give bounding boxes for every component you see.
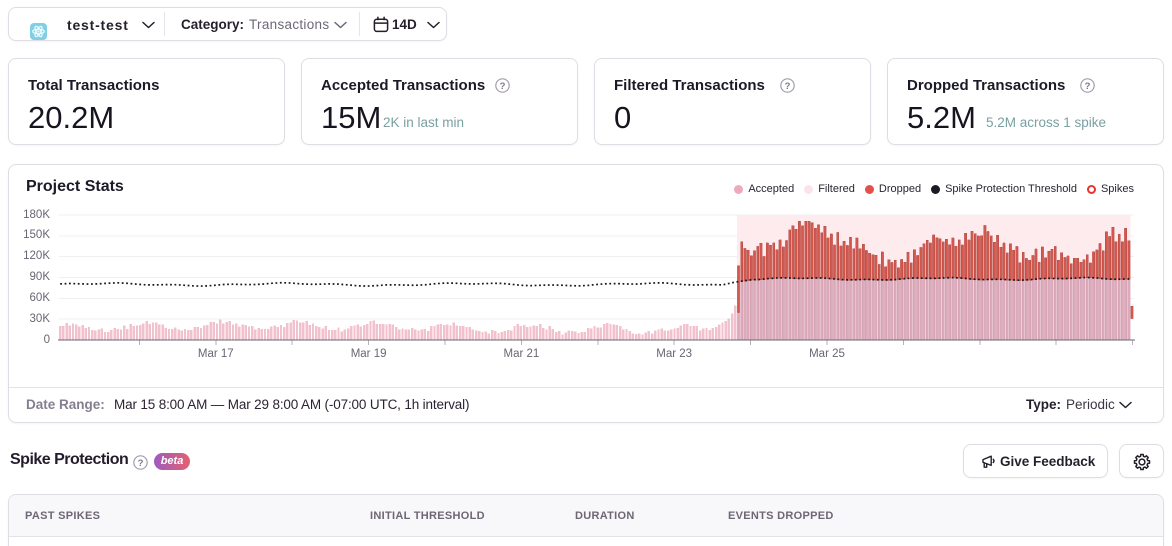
svg-text:?: ? xyxy=(785,81,791,92)
svg-text:?: ? xyxy=(138,458,144,469)
svg-text:?: ? xyxy=(500,81,506,92)
svg-text:?: ? xyxy=(1085,81,1091,92)
